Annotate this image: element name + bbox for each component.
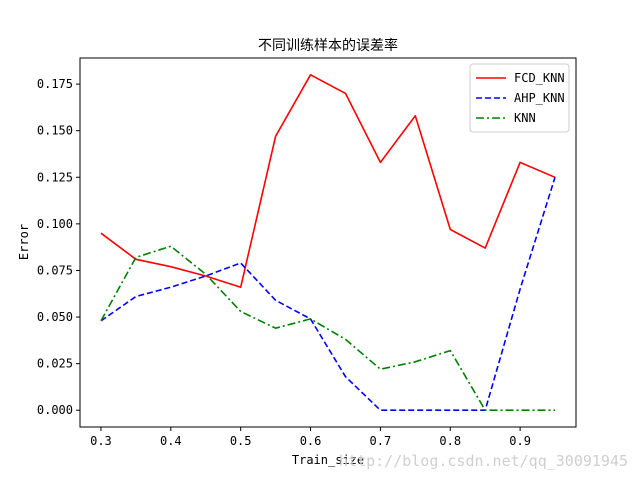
y-tick-label: 0.075 [37, 263, 73, 277]
chart-title: 不同训练样本的误差率 [258, 37, 398, 54]
legend-label: AHP_KNN [514, 91, 565, 105]
legend-label: FCD_KNN [514, 71, 565, 85]
x-tick-label: 0.5 [230, 434, 252, 448]
watermark-text: http://blog.csdn.net/qq_30091945 [339, 452, 628, 470]
series-line-knn [100, 245, 555, 412]
x-tick-label: 0.4 [160, 434, 182, 448]
y-tick-label: 0.125 [37, 170, 73, 184]
x-axis: 0.3 0.4 0.5 0.6 0.7 0.8 0.9 [90, 427, 531, 448]
x-tick-label: 0.8 [439, 434, 461, 448]
x-axis-label: Train_size [292, 453, 364, 467]
y-tick-label: 0.050 [37, 310, 73, 324]
y-axis: 0.000 0.025 0.050 0.075 0.100 0.125 0.150 0.175 [37, 77, 80, 417]
legend: FCD_KNN AHP_KNN KNN [469, 63, 570, 133]
legend-label: KNN [514, 111, 536, 125]
plot-frame [79, 57, 577, 428]
x-tick-label: 0.6 [300, 434, 322, 448]
y-tick-label: 0.150 [37, 124, 73, 138]
y-tick-label: 0.175 [37, 77, 73, 91]
series-layer [100, 74, 556, 412]
y-tick-label: 0.000 [37, 403, 73, 417]
y-tick-label: 0.025 [37, 357, 73, 371]
y-axis-label: Error [17, 224, 31, 260]
y-tick-label: 0.100 [37, 217, 73, 231]
x-tick-label: 0.7 [370, 434, 392, 448]
legend-box [469, 63, 570, 133]
x-tick-label: 0.9 [509, 434, 531, 448]
series-line-fcd-knn [100, 74, 556, 289]
x-tick-label: 0.3 [90, 434, 112, 448]
series-line-ahp-knn [100, 177, 556, 412]
